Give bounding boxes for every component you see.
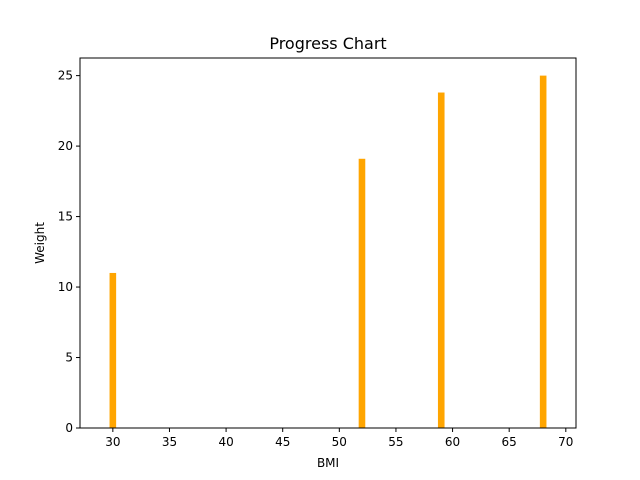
bar-68	[539, 75, 547, 428]
y-ticks-group: 0 5 10 15 20 25	[58, 69, 80, 435]
x-ticks-group: 30 35 40 45 50 55 60 65 70	[105, 428, 573, 449]
x-tick-label-35: 35	[162, 435, 177, 449]
bar-30	[109, 272, 117, 428]
bar-59	[437, 92, 445, 429]
y-tick-label-20: 20	[58, 139, 73, 153]
y-tick-label-25: 25	[58, 69, 73, 83]
bar-52	[358, 158, 366, 428]
x-axis-label: BMI	[317, 456, 339, 470]
y-tick-label-15: 15	[58, 210, 73, 224]
x-tick-label-70: 70	[558, 435, 573, 449]
y-axis-label: Weight	[33, 222, 47, 264]
x-tick-label-45: 45	[275, 435, 290, 449]
x-tick-label-65: 65	[502, 435, 517, 449]
x-tick-label-60: 60	[445, 435, 460, 449]
x-tick-label-50: 50	[332, 435, 347, 449]
y-tick-label-0: 0	[65, 421, 73, 435]
bars-group	[109, 75, 547, 429]
x-tick-label-55: 55	[388, 435, 403, 449]
chart-title: Progress Chart	[269, 34, 386, 53]
x-tick-label-40: 40	[218, 435, 233, 449]
y-tick-label-5: 5	[65, 351, 73, 365]
y-tick-label-10: 10	[58, 280, 73, 294]
plot-frame	[79, 57, 577, 429]
x-tick-label-30: 30	[105, 435, 120, 449]
